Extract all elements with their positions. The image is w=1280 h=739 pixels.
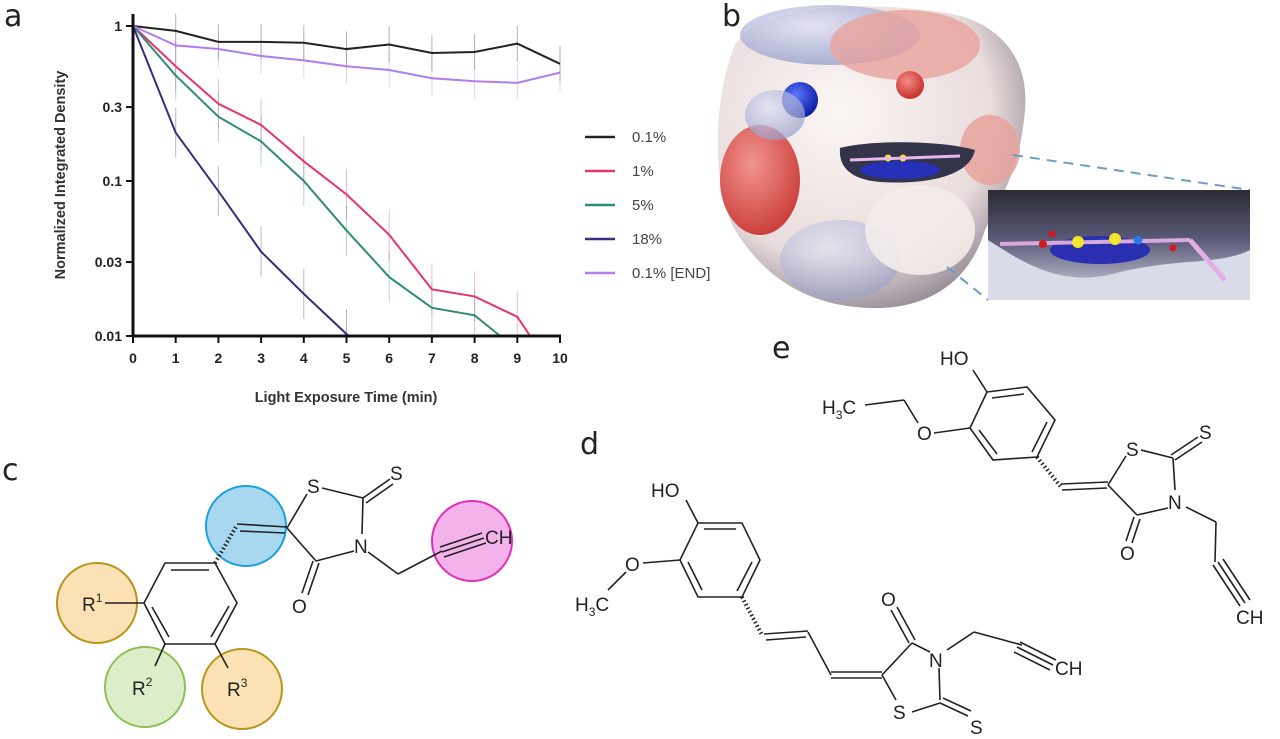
r1-highlight-circle [56,562,138,644]
linker-highlight-circle [205,485,287,567]
legend-label-3: 18% [632,231,662,248]
x-tick-label: 4 [300,350,308,366]
x-tick-label: 6 [385,350,393,366]
d-hydroxyl: HO [651,481,680,502]
series-line-3 [132,25,350,337]
x-tick-label: 7 [428,350,436,366]
d-alkyne-ch: CH [1055,659,1082,680]
e-ethoxy-oxygen: O [917,424,932,445]
d-ring-sulfur: S [893,703,906,724]
x-tick-label: 0 [129,350,137,366]
y-tick-label: 0.01 [95,328,122,344]
e-carbonyl-oxygen: O [1120,544,1135,565]
x-tick-label: 1 [172,350,180,366]
legend: 0.1% 1% 5% 18% 0.1% [END] [585,129,710,282]
c-nitrogen: N [354,537,368,558]
x-tick-label: 10 [552,350,568,366]
c-ring-sulfur: S [307,477,320,498]
legend-label-2: 5% [632,197,654,214]
decay-chart: 0 1 2 3 4 5 6 7 8 9 10 1 0.3 0.1 0.03 0.01 Light Exposu… [53,13,710,406]
e-thione-sulfur: S [1199,423,1212,444]
series-line-2 [132,25,501,337]
series-line-1 [132,25,531,337]
protein-blob [717,5,1026,309]
panel-label-c: c [2,453,19,488]
r2-highlight-circle [104,646,186,728]
d-methoxy-oxygen: O [625,555,640,576]
d-methyl: H3C [575,595,609,619]
error-bars [175,13,561,336]
series-line-4 [132,25,561,84]
x-tick-label: 9 [513,350,521,366]
e-alkyne-ch: CH [1236,608,1263,629]
d-carbonyl-oxygen: O [881,590,896,611]
e-nitrogen: N [1168,493,1182,514]
e-hydroxyl: HO [940,349,969,370]
alkyne-highlight-circle [431,500,513,582]
zoom-dashed-line-bottom [946,266,989,301]
c-alkyne-ch: CH [485,528,512,549]
zoom-dashed-line-top [1012,154,1251,191]
y-tick-label: 0.1 [103,173,123,189]
e-ring-sulfur: S [1126,440,1139,461]
c-r1: R1 [82,591,103,616]
series-line-0 [132,25,561,65]
e-methyl: H3C [822,398,856,422]
legend-label-4: 0.1% [END] [632,265,710,282]
c-r3: R3 [227,676,248,701]
legend-label-0: 0.1% [632,129,666,146]
d-thione-sulfur: S [970,718,983,739]
binding-pocket-inset [988,190,1250,300]
x-axis-label: Light Exposure Time (min) [255,390,438,406]
y-tick-label: 0.03 [95,254,122,270]
series-lines [132,25,561,337]
x-tick-label: 5 [343,350,351,366]
y-tick-label: 1 [114,18,122,34]
r3-highlight-circle [201,648,283,730]
d-nitrogen: N [929,651,943,672]
c-carbonyl-oxygen: O [292,597,307,618]
x-tick-label: 3 [257,350,265,366]
panel-label-d: d [580,427,600,462]
c-r2: R2 [132,675,153,700]
x-tick-label: 8 [471,350,479,366]
panel-label-a: a [4,0,23,34]
y-axis-label: Normalized Integrated Density [53,71,69,280]
y-tick-label: 0.3 [103,99,123,115]
panel-label-e: e [772,331,791,366]
legend-label-1: 1% [632,163,654,180]
c-thione-sulfur: S [390,464,403,485]
x-tick-label: 2 [215,350,223,366]
